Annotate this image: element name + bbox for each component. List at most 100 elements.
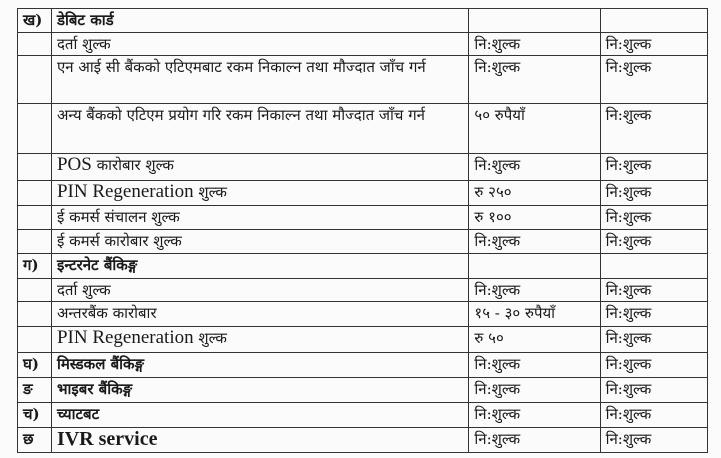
table-row: PIN Regeneration शुल्क रु ५० नि:शुल्क [17,326,709,353]
section-row: ङ भाइबर बैंकिङ्ग नि:शुल्क नि:शुल्क [17,377,709,403]
service-label: दर्ता शुल्क [50,278,470,302]
service-label-en: POS [56,154,92,175]
fee-cell: नि:शुल्क [468,402,601,428]
section-row: घ) मिस्डकल बैंकिङ्ग नि:शुल्क नि:शुल्क [17,352,709,378]
table-row: दर्ता शुल्क नि:शुल्क नि:शुल्क [17,32,709,56]
table-row: एन आई सी बैंकको एटिएमबाट रकम निकाल्न तथा… [17,55,709,104]
table-row: ई कमर्स संचालन शुल्क रु १०० नि:शुल्क [17,205,709,230]
fee-cell: नि:शुल्क [599,402,709,428]
service-label: PIN Regeneration शुल्क [50,326,470,353]
row-index [17,301,52,327]
row-index: ख) [17,8,52,33]
fee-cell: नि:शुल्क [599,205,709,230]
fee-cell: नि:शुल्क [599,352,709,378]
service-label-text: ई कमर्स कारोबार शुल्क [56,232,182,250]
fee-cell [599,8,709,33]
service-label-text: च्याटबट [56,405,100,423]
fee-table: ख) डेबिट कार्ड दर्ता शुल्क नि:शुल्क नि:शुल्क… [17,8,709,453]
fee-cell: नि:शुल्क [599,278,709,302]
row-index [17,153,52,181]
fee-cell: रु २५० [468,180,601,206]
service-label: दर्ता शुल्क [50,32,470,56]
fee-cell: नि:शुल्क [599,377,709,403]
fee-cell: नि:शुल्क [468,278,601,302]
service-label-text: दर्ता शुल्क [56,35,111,53]
section-row: च) च्याटबट नि:शुल्क नि:शुल्क [17,402,709,428]
table-row: अन्य बैंकको एटिएम प्रयोग गरि रकम निकाल्न… [17,103,709,154]
fee-cell: नि:शुल्क [599,55,709,104]
service-label: इन्टरनेट बैंकिङ्ग [50,253,470,279]
fee-cell: नि:शुल्क [599,229,709,254]
service-label: भाइबर बैंकिङ्ग [50,377,470,403]
section-row: छ IVR service नि:शुल्क नि:शुल्क [17,427,709,453]
table-row: दर्ता शुल्क नि:शुल्क नि:शुल्क [17,278,709,302]
row-index [17,229,52,254]
fee-cell: नि:शुल्क [468,153,601,181]
service-label-en: IVR service [56,428,158,450]
fee-cell: नि:शुल्क [599,32,709,56]
service-label-en: PIN Regeneration [56,181,194,202]
section-row: ख) डेबिट कार्ड [17,8,709,33]
fee-cell [468,8,601,33]
fee-cell: नि:शुल्क [468,377,601,403]
service-label: अन्य बैंकको एटिएम प्रयोग गरि रकम निकाल्न… [50,103,470,154]
service-label-text: अन्तरबैंक कारोबार [56,304,157,322]
service-label-en: PIN Regeneration [56,327,194,348]
fee-cell: नि:शुल्क [468,32,601,56]
service-label: डेबिट कार्ड [50,8,470,33]
row-index [17,55,52,104]
service-label: मिस्डकल बैंकिङ्ग [50,352,470,378]
service-label: POS कारोबार शुल्क [50,153,470,181]
fee-cell: नि:शुल्क [468,55,601,104]
service-label: PIN Regeneration शुल्क [50,180,470,206]
service-label-text: शुल्क [198,329,227,347]
row-index [17,278,52,302]
service-label-text: डेबिट कार्ड [56,11,114,29]
service-label-text: अन्य बैंकको एटिएम प्रयोग गरि रकम निकाल्न… [56,106,425,124]
row-index [17,205,52,230]
service-label-text: दर्ता शुल्क [56,281,111,299]
table-row: अन्तरबैंक कारोबार १५ - ३० रुपैयाँ नि:शुल्क [17,301,709,327]
fee-cell: नि:शुल्क [468,352,601,378]
service-label: ई कमर्स कारोबार शुल्क [50,229,470,254]
fee-cell: रु ५० [468,326,601,353]
row-index: ग) [17,253,52,279]
table-row: ई कमर्स कारोबार शुल्क नि:शुल्क नि:शुल्क [17,229,709,254]
fee-cell: नि:शुल्क [599,153,709,181]
service-label: च्याटबट [50,402,470,428]
fee-cell: नि:शुल्क [468,229,601,254]
service-label-text: भाइबर बैंकिङ्ग [56,380,133,398]
table-row: POS कारोबार शुल्क नि:शुल्क नि:शुल्क [17,153,709,181]
service-label-text: मिस्डकल बैंकिङ्ग [56,355,145,373]
fee-cell: नि:शुल्क [599,301,709,327]
table-row: PIN Regeneration शुल्क रु २५० नि:शुल्क [17,180,709,206]
row-index: च) [17,402,52,428]
fee-cell: १५ - ३० रुपैयाँ [468,301,601,327]
fee-cell: नि:शुल्क [468,427,601,453]
service-label-text: इन्टरनेट बैंकिङ्ग [56,256,138,274]
fee-cell: नि:शुल्क [599,326,709,353]
row-index [17,326,52,353]
service-label-text: ई कमर्स संचालन शुल्क [56,208,180,226]
fee-cell: रु १०० [468,205,601,230]
fee-cell: ५० रुपैयाँ [468,103,601,154]
fee-cell [599,253,709,279]
service-label-text: कारोबार शुल्क [96,156,174,174]
service-label: IVR service [50,427,470,453]
service-label-text: एन आई सी बैंकको एटिएमबाट रकम निकाल्न तथा… [56,58,426,76]
row-index: घ) [17,352,52,378]
row-index [17,32,52,56]
service-label: ई कमर्स संचालन शुल्क [50,205,470,230]
service-label: एन आई सी बैंकको एटिएमबाट रकम निकाल्न तथा… [50,55,470,104]
row-index: छ [17,427,52,453]
row-index [17,103,52,154]
section-row: ग) इन्टरनेट बैंकिङ्ग [17,253,709,279]
fee-cell: नि:शुल्क [599,103,709,154]
fee-cell [468,253,601,279]
fee-cell: नि:शुल्क [599,180,709,206]
fee-cell: नि:शुल्क [599,427,709,453]
service-label-text: शुल्क [198,183,227,201]
row-index: ङ [17,377,52,403]
row-index [17,180,52,206]
service-label: अन्तरबैंक कारोबार [50,301,470,327]
